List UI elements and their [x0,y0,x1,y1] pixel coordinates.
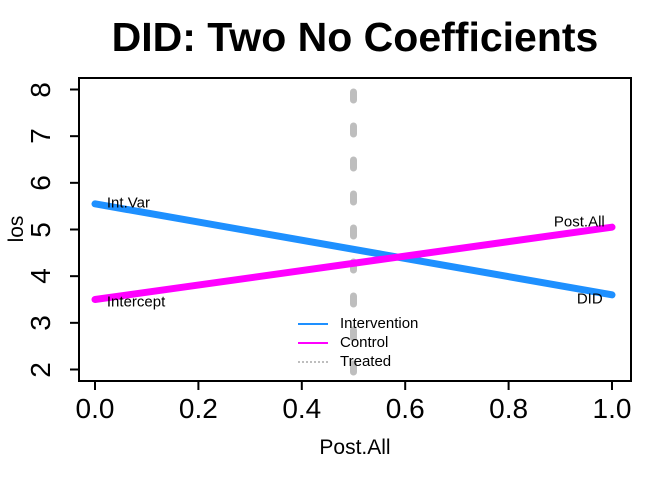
legend-line-control-icon [298,341,328,344]
line-label-intercept: Intercept [106,293,166,311]
y-tick-label: 8 [25,81,56,98]
chart-title: DID: Two No Coefficients [111,14,599,60]
y-tick-label: 5 [25,221,56,238]
y-tick-label: 6 [25,175,56,191]
legend-row-intervention: Intervention [298,314,418,333]
line-label-post-all: Post.All [553,213,605,231]
series-line-control [91,223,616,303]
legend-label: Intervention [340,315,419,332]
x-tick-label: 0.6 [385,393,425,424]
legend: Intervention Control Treated [298,314,418,371]
legend-line-treated-icon [298,360,328,363]
y-tick-label: 7 [25,128,56,144]
x-tick-label: 0.8 [489,393,529,424]
x-tick-label: 0.0 [75,393,115,424]
legend-line-intervention-icon [298,322,328,325]
legend-label: Control [340,334,389,351]
x-tick-label: 1.0 [592,393,632,424]
x-tick-label: 0.4 [282,393,322,424]
line-label-did: DID [576,290,603,308]
y-tick-label: 4 [25,268,56,284]
x-axis-title: Post.All [319,436,391,459]
x-tick-label: 0.2 [178,393,218,424]
legend-label: Treated [340,353,392,370]
y-axis-title: los [5,215,28,243]
line-label-int-var: Int.Var [106,194,150,212]
y-tick-label: 2 [25,361,56,378]
legend-row-treated: Treated [298,352,418,371]
legend-row-control: Control [298,333,418,352]
series-line-intervention [91,200,616,299]
y-tick-label: 3 [25,315,56,331]
